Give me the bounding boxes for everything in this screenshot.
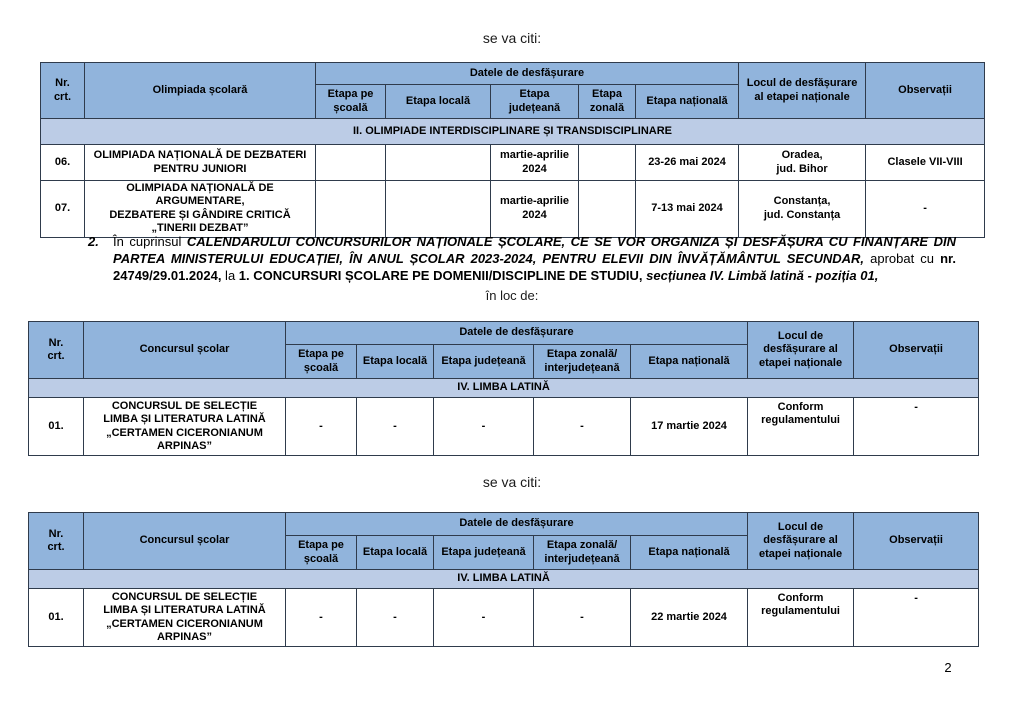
page-number: 2: [944, 660, 952, 675]
col-header-contest-name: Concursul școlar: [83, 512, 286, 570]
cell-stage-national: 17 martie 2024: [629, 397, 749, 456]
olympiad-table: Nr. crt. Olimpiada școlară Datele de des…: [39, 62, 986, 238]
section-header-olympiads: II. OLIMPIADE INTERDISCIPLINARE ȘI TRANS…: [39, 118, 986, 145]
col-header-stage-zonal: Etapa zonală/ interjudețeană: [533, 535, 631, 570]
col-header-dates-group: Datele de desfășurare: [284, 512, 749, 536]
col-header-stage-local: Etapa locală: [356, 535, 434, 570]
cell-stage-national: 22 martie 2024: [629, 588, 749, 647]
col-header-stage-school: Etapa pe școală: [315, 84, 386, 119]
cell-location: Oradea, jud. Bihor: [738, 144, 867, 181]
section-header-latin: IV. LIMBA LATINĂ: [27, 378, 980, 398]
paragraph-text-intro: În cuprinsul: [113, 234, 187, 249]
contest-table-before: Nr. crt. Concursul școlar Datele de desf…: [27, 321, 980, 456]
col-header-observations: Observații: [865, 62, 986, 119]
paragraph-text-calendar-title: CALENDARULUI CONCURSURILOR NAȚIONALE ȘCO…: [113, 234, 956, 266]
col-header-olympiad-name: Olimpiada școlară: [84, 62, 316, 119]
col-header-dates-group: Datele de desfășurare: [284, 321, 749, 345]
table-row: 01. CONCURSUL DE SELECȚIE LIMBA ȘI LITER…: [28, 397, 980, 456]
cell-stage-county: -: [433, 397, 534, 456]
col-header-stage-county: Etapa județeană: [433, 344, 534, 379]
cell-stage-county: martie-aprilie 2024: [490, 180, 579, 238]
cell-location: Conform regulamentului: [747, 588, 855, 647]
cell-stage-local: [385, 180, 491, 238]
section-header-latin: IV. LIMBA LATINĂ: [27, 569, 980, 589]
amendment-paragraph: 2. În cuprinsul CALENDARULUI CONCURSURILO…: [88, 233, 956, 284]
cell-nr: 07.: [40, 180, 85, 238]
cell-observations: -: [853, 397, 980, 456]
col-header-stage-zonal: Etapa zonală/ interjudețeană: [533, 344, 631, 379]
reading-note-bottom: se va citi:: [482, 474, 542, 490]
cell-stage-local: [385, 144, 491, 181]
col-header-dates-group: Datele de desfășurare: [314, 62, 740, 85]
cell-observations: Clasele VII-VIII: [865, 144, 986, 181]
cell-stage-zonal: [578, 180, 636, 238]
paragraph-text-section: secțiunea IV. Limbă latină - poziția 01,: [646, 268, 879, 283]
col-header-stage-national: Etapa națională: [634, 84, 740, 119]
col-header-stage-school: Etapa pe școală: [285, 344, 357, 379]
cell-stage-school: -: [285, 588, 357, 647]
cell-stage-school: [315, 180, 386, 238]
col-header-stage-local: Etapa locală: [385, 84, 491, 119]
cell-stage-school: [315, 144, 386, 181]
col-header-nr: Nr. crt.: [28, 512, 84, 570]
paragraph-number: 2.: [88, 234, 99, 249]
cell-stage-national: 23-26 mai 2024: [634, 144, 740, 181]
table-row: 06. OLIMPIADA NAȚIONALĂ DE DEZBATERI PEN…: [40, 144, 986, 181]
cell-observations: -: [853, 588, 980, 647]
table-row: 07. OLIMPIADA NAȚIONALĂ DE ARGUMENTARE, …: [40, 180, 986, 238]
cell-stage-local: -: [356, 397, 434, 456]
paragraph-text-number: nr. 24749/29.01.2024,: [113, 251, 956, 283]
contest-table-after: Nr. crt. Concursul școlar Datele de desf…: [27, 512, 980, 647]
cell-nr: 01.: [28, 588, 84, 647]
col-header-nr: Nr. crt.: [28, 321, 84, 379]
cell-nr: 06.: [40, 144, 85, 181]
cell-location: Conform regulamentului: [747, 397, 855, 456]
col-header-location: Locul de desfășurare al etapei naționale: [747, 512, 855, 570]
col-header-stage-zonal: Etapa zonală: [578, 84, 636, 119]
col-header-stage-county: Etapa județeană: [490, 84, 579, 119]
col-header-observations: Observații: [853, 512, 980, 570]
paragraph-text-domains: 1. CONCURSURI ȘCOLARE PE DOMENII/DISCIPL…: [238, 268, 647, 283]
col-header-stage-national: Etapa națională: [629, 344, 749, 379]
col-header-contest-name: Concursul școlar: [83, 321, 286, 379]
col-header-observations: Observații: [853, 321, 980, 379]
cell-location: Constanța, jud. Constanța: [738, 180, 867, 238]
table-row: 01. CONCURSUL DE SELECȚIE LIMBA ȘI LITER…: [28, 588, 980, 647]
col-header-stage-national: Etapa națională: [629, 535, 749, 570]
col-header-stage-local: Etapa locală: [356, 344, 434, 379]
paragraph-text-aprobat: aprobat cu: [864, 251, 941, 266]
col-header-location: Locul de desfășurare al etapei naționale: [747, 321, 855, 379]
paragraph-text-la: la: [221, 268, 239, 283]
cell-stage-county: martie-aprilie 2024: [490, 144, 579, 181]
cell-stage-national: 7-13 mai 2024: [634, 180, 740, 238]
col-header-stage-school: Etapa pe școală: [285, 535, 357, 570]
cell-stage-zonal: [578, 144, 636, 181]
cell-olympiad-name: OLIMPIADA NAȚIONALĂ DE ARGUMENTARE, DEZB…: [84, 180, 316, 238]
cell-contest-name: CONCURSUL DE SELECȚIE LIMBA ȘI LITERATUR…: [83, 588, 286, 647]
cell-stage-zonal: -: [533, 397, 631, 456]
cell-contest-name: CONCURSUL DE SELECȚIE LIMBA ȘI LITERATUR…: [83, 397, 286, 456]
reading-note-top: se va citi:: [482, 30, 542, 46]
cell-stage-local: -: [356, 588, 434, 647]
in-loc-de-label: în loc de:: [485, 288, 539, 303]
cell-olympiad-name: OLIMPIADA NAȚIONALĂ DE DEZBATERI PENTRU …: [84, 144, 316, 181]
cell-nr: 01.: [28, 397, 84, 456]
cell-stage-zonal: -: [533, 588, 631, 647]
cell-stage-school: -: [285, 397, 357, 456]
col-header-location: Locul de desfășurare al etapei naționale: [738, 62, 867, 119]
col-header-stage-county: Etapa județeană: [433, 535, 534, 570]
cell-observations: -: [865, 180, 986, 238]
cell-stage-county: -: [433, 588, 534, 647]
col-header-nr: Nr. crt.: [40, 62, 85, 119]
